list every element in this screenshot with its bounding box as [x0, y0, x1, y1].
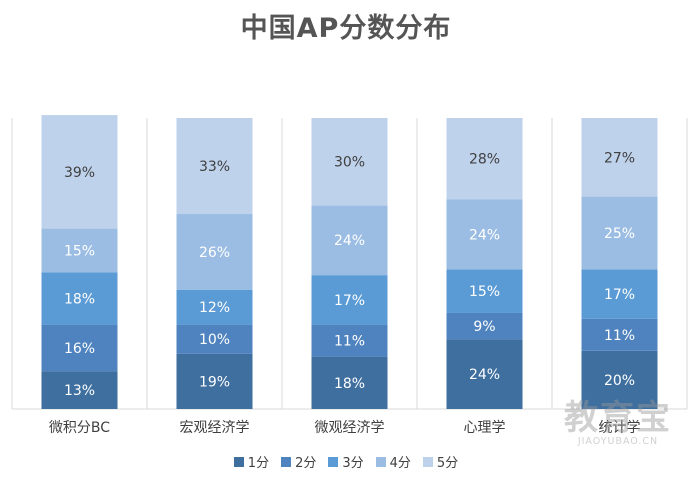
bar-segment	[311, 275, 388, 325]
data-label: 11%	[604, 328, 635, 344]
legend-label: 2分	[295, 456, 317, 471]
legend-label: 3分	[342, 456, 364, 471]
bar-segment	[311, 324, 388, 357]
x-tick-label: 微观经济学	[315, 420, 385, 436]
data-label: 24%	[469, 367, 500, 383]
bar-segment	[446, 118, 523, 200]
data-label: 18%	[334, 376, 365, 392]
data-label: 18%	[64, 291, 95, 307]
data-label: 24%	[469, 227, 500, 243]
data-label: 10%	[199, 332, 230, 348]
bar-segment	[41, 228, 118, 273]
data-label: 16%	[64, 341, 95, 357]
bar-segment	[176, 214, 253, 290]
data-label: 19%	[199, 374, 230, 390]
legend-item: 3分	[328, 452, 364, 471]
bar-segment	[446, 199, 523, 270]
bar-segment	[311, 205, 388, 276]
data-label: 39%	[64, 165, 95, 181]
bar-segment	[311, 118, 388, 206]
x-tick-label: 统计学	[599, 420, 641, 436]
bar-segment	[581, 318, 658, 351]
legend-swatch	[375, 456, 386, 467]
data-label: 33%	[199, 159, 230, 175]
data-label: 24%	[334, 233, 365, 249]
bar-segment	[446, 339, 523, 409]
legend-swatch	[281, 456, 292, 467]
bar-segment	[176, 118, 253, 215]
legend-item: 5分	[422, 452, 459, 471]
bar-segment	[41, 272, 118, 325]
bar-segment	[446, 312, 523, 340]
legend-item: 4分	[375, 452, 411, 471]
data-label: 27%	[604, 150, 635, 166]
data-label: 11%	[334, 334, 365, 350]
data-label: 20%	[604, 373, 635, 389]
bar-segment	[581, 350, 658, 409]
legend-label: 5分	[436, 456, 459, 471]
legend-item: 2分	[281, 452, 316, 471]
x-tick-label: 心理学	[464, 420, 506, 436]
bar-segment	[176, 289, 253, 325]
chart-legend: 1分 2分 3分 4分 5分	[0, 452, 692, 471]
bar-segment	[176, 353, 253, 409]
bar-segment	[581, 118, 658, 197]
legend-label: 1分	[247, 456, 270, 471]
legend-label: 4分	[389, 456, 411, 471]
legend-swatch	[328, 456, 339, 467]
bar-segment	[176, 324, 253, 354]
legend-swatch	[422, 456, 433, 467]
data-label: 15%	[64, 243, 95, 259]
data-label: 9%	[473, 319, 495, 335]
bar-segment	[41, 115, 118, 229]
bar-segment	[41, 371, 118, 409]
x-tick-label: 宏观经济学	[180, 420, 250, 436]
data-label: 17%	[604, 287, 635, 303]
bar-segment	[581, 269, 658, 319]
bar-segment	[581, 196, 658, 270]
data-label: 30%	[334, 155, 365, 171]
x-tick-label: 微积分BC	[49, 420, 110, 436]
legend-item: 1分	[233, 452, 270, 471]
data-label: 28%	[469, 152, 500, 168]
data-label: 13%	[64, 383, 95, 399]
data-label: 26%	[199, 245, 230, 261]
data-label: 12%	[199, 300, 230, 316]
bar-segment	[311, 356, 388, 409]
chart-title: 中国AP分数分布	[240, 13, 452, 44]
bar-segment	[446, 269, 523, 313]
bar-segment	[41, 324, 118, 372]
data-label: 15%	[469, 284, 500, 300]
legend-swatch	[233, 456, 244, 467]
data-label: 25%	[604, 226, 635, 242]
data-label: 17%	[334, 293, 365, 309]
